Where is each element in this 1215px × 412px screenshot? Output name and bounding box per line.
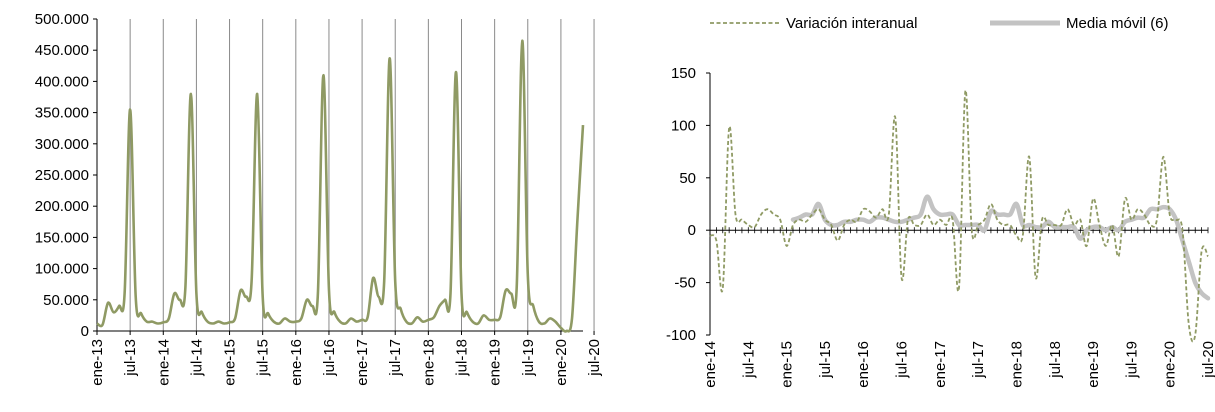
legend: Variación interanual Media móvil (6) [710, 15, 1169, 32]
x-tick-label: ene-15 [222, 339, 239, 386]
x-tick-label: jul-16 [321, 339, 338, 377]
x-tick-label: jul-17 [387, 339, 404, 377]
x-tick-label: ene-18 [1008, 341, 1025, 388]
x-tick-label: jul-20 [1200, 341, 1215, 379]
x-tick-label: ene-18 [420, 339, 437, 386]
x-tick-label: jul-15 [255, 339, 272, 377]
y-tick-label: 450.000 [35, 42, 89, 59]
yoy-variation-line [709, 89, 1209, 343]
y-tick-label: 400.000 [35, 73, 89, 90]
x-tick-label: jul-15 [817, 341, 834, 379]
y-tick-label: 100.000 [35, 261, 89, 278]
x-tick-label: jul-19 [520, 339, 537, 377]
production-series-line [96, 39, 585, 333]
y-tick-label: 50 [679, 170, 696, 187]
y-tick-label: 150.000 [35, 229, 89, 246]
y-tick-label: 300.000 [35, 136, 89, 153]
y-tick-label: 200.000 [35, 198, 89, 215]
x-tick-label: ene-19 [487, 339, 504, 386]
x-tick-label: ene-17 [932, 341, 949, 388]
x-tick-label: ene-16 [855, 341, 872, 388]
y-tick-label: 250.000 [35, 167, 89, 184]
y-tick-label: 50.000 [43, 292, 89, 309]
x-tick-label: jul-18 [454, 339, 471, 377]
x-tick-label: jul-20 [586, 339, 603, 377]
chart-left-production: 0 50.000 100.000 150.000 200.000 250.000 300.0… [35, 11, 603, 386]
x-tick-label: ene-19 [1085, 341, 1102, 388]
x-tick-label: ene-14 [702, 341, 719, 388]
y-tick-label: 0 [688, 222, 696, 239]
x-tick-label: ene-15 [779, 341, 796, 388]
x-tick-label: jul-14 [740, 341, 757, 379]
y-tick-label: -50 [674, 275, 696, 292]
x-tick-label: ene-17 [354, 339, 371, 386]
chart-right-variation: -100 -50 0 50 100 150 ene-14 jul-14 ene-15 jul-15… [666, 15, 1215, 388]
x-tick-label: jul-14 [188, 339, 205, 377]
y-tick-label: 0 [81, 323, 89, 340]
x-tick-label: ene-16 [288, 339, 305, 386]
legend-label-moving-average: Media móvil (6) [1066, 15, 1169, 32]
legend-label-yoy: Variación interanual [786, 15, 917, 32]
x-tick-label: jul-19 [1123, 341, 1140, 379]
y-tick-label: 350.000 [35, 105, 89, 122]
x-tick-label: ene-14 [155, 339, 172, 386]
y-tick-label: -100 [666, 327, 696, 344]
x-tick-label: ene-20 [553, 339, 570, 386]
moving-average-line [790, 194, 1211, 301]
x-tick-label: ene-13 [89, 339, 106, 386]
y-tick-label: 150 [671, 65, 696, 82]
x-tick-label: jul-17 [970, 341, 987, 379]
y-tick-label: 500.000 [35, 11, 89, 28]
x-tick-label: jul-18 [1047, 341, 1064, 379]
y-tick-label: 100 [671, 117, 696, 134]
x-tick-label: jul-13 [122, 339, 139, 377]
x-tick-label: ene-20 [1162, 341, 1179, 388]
x-tick-label: jul-16 [894, 341, 911, 379]
